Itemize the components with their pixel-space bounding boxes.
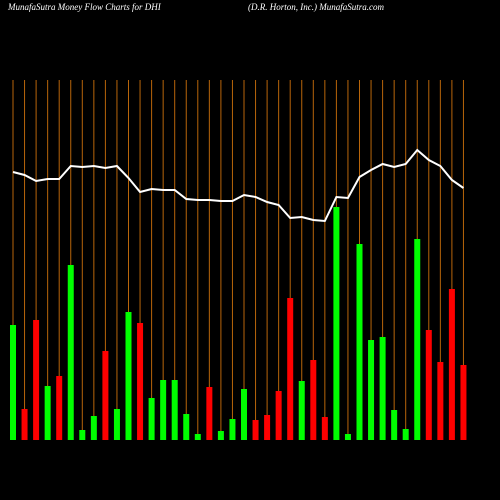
bar <box>425 330 432 440</box>
bar <box>391 410 398 440</box>
bar <box>356 244 363 440</box>
bar <box>125 312 132 440</box>
bar <box>379 337 386 440</box>
bar <box>56 376 63 440</box>
bar <box>252 420 259 440</box>
bar <box>298 381 305 440</box>
chart-subtitle: (D.R. Horton, Inc.) MunafaSutra.com <box>248 2 384 12</box>
bar <box>79 430 86 440</box>
bar <box>183 414 190 440</box>
bar <box>171 380 178 440</box>
bar <box>241 389 247 440</box>
bar <box>206 387 213 440</box>
bar <box>148 398 155 440</box>
bar <box>33 320 40 440</box>
bar <box>460 365 467 440</box>
bar <box>448 289 455 440</box>
bar <box>437 362 444 440</box>
bar <box>229 419 236 440</box>
bar <box>414 239 421 440</box>
bar <box>10 325 16 440</box>
bar <box>102 351 109 440</box>
bar <box>321 417 328 440</box>
bar <box>368 340 375 440</box>
bar <box>287 298 294 440</box>
bar <box>344 434 351 440</box>
bar <box>402 429 409 440</box>
bar <box>67 265 74 440</box>
bar <box>44 386 51 440</box>
money-flow-line <box>12 148 465 223</box>
bar <box>137 323 144 440</box>
bar <box>217 431 224 440</box>
bar <box>275 391 282 440</box>
bar <box>160 380 167 440</box>
chart-title: MunafaSutra Money Flow Charts for DHI <box>7 2 162 12</box>
bar <box>90 416 97 440</box>
bar <box>113 409 120 440</box>
bar <box>310 360 317 440</box>
bar <box>194 434 201 440</box>
bar <box>264 415 271 440</box>
bar <box>333 207 340 440</box>
bar <box>21 409 28 440</box>
